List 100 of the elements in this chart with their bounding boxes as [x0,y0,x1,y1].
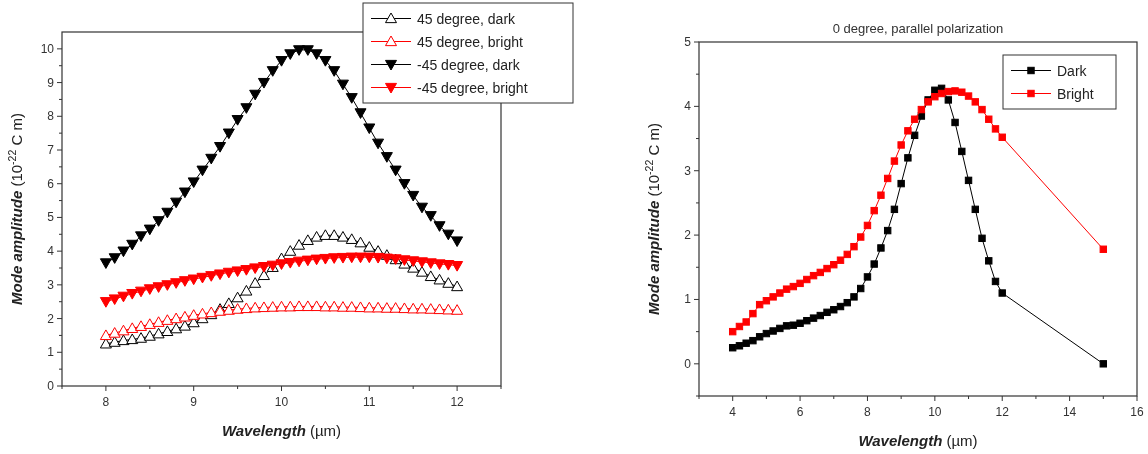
point [451,280,464,292]
point [917,105,926,114]
point [863,221,872,230]
y-tick-label: 3 [47,277,55,292]
y-tick-label: 2 [47,311,55,326]
point [117,334,130,346]
point [749,336,757,345]
point [222,304,235,315]
point [178,276,191,287]
y-tick-label: 0 [47,379,55,393]
point [117,291,130,303]
point [433,273,446,285]
point [958,88,966,96]
point [823,264,831,273]
x-axis-title: Wavelength (µm) [858,432,978,449]
point [135,320,148,331]
point [451,236,464,248]
x-tick-label: 9 [190,395,198,409]
point [319,229,332,240]
point [301,255,314,267]
point [863,273,872,281]
point [857,284,865,293]
point [310,254,323,266]
point [266,301,279,312]
point [135,231,148,242]
point [231,303,244,314]
point [126,239,139,251]
point [178,187,191,199]
point [433,259,446,270]
point [231,291,244,303]
point [442,229,455,241]
point [143,224,156,236]
point [170,322,183,334]
point [857,233,865,241]
point [883,174,892,183]
y-tick-label: 3 [684,163,692,178]
point [951,118,959,127]
point [372,301,385,313]
point [345,252,358,264]
point [117,246,130,258]
x-tick-label: 8 [864,405,872,419]
point [354,252,367,264]
point [231,115,244,126]
point [991,277,1000,286]
y-tick-label: 9 [47,75,55,90]
point [301,300,314,312]
point [843,298,851,307]
point [442,277,455,288]
point [998,289,1006,297]
point [126,333,139,345]
point [310,49,323,60]
point [170,197,183,209]
point [161,207,174,219]
point [380,152,393,163]
legend-label: Dark [1057,62,1088,79]
point [728,327,737,336]
point [249,277,262,288]
point [126,322,139,333]
point [782,322,791,330]
point [363,123,376,135]
point [904,127,912,135]
point [877,244,885,252]
point [249,89,262,101]
point [284,245,297,256]
y-tick-label: 5 [684,35,692,49]
legend-label: 45 degree, dark [417,10,517,27]
point [890,157,899,165]
point [389,165,402,177]
point [897,179,905,188]
point [178,310,191,322]
point [433,303,446,315]
point [336,252,349,264]
point [971,205,979,214]
point [1099,245,1108,253]
point [240,265,253,276]
point [407,302,420,314]
point [328,253,341,264]
point [742,318,750,326]
point [964,176,973,185]
point [222,267,235,279]
point [910,115,919,123]
point [883,226,892,235]
point [442,260,455,271]
point [275,300,288,312]
y-tick-label: 2 [684,228,692,243]
point [240,284,253,296]
point [187,274,200,286]
point [897,141,905,149]
point [944,96,953,104]
point [99,258,112,269]
point [971,98,979,106]
point [293,239,306,250]
point [328,66,341,77]
point [904,154,912,162]
point [830,306,838,314]
point [354,301,367,313]
point [380,302,393,313]
point [143,318,156,329]
point [415,202,428,214]
point [985,257,993,265]
